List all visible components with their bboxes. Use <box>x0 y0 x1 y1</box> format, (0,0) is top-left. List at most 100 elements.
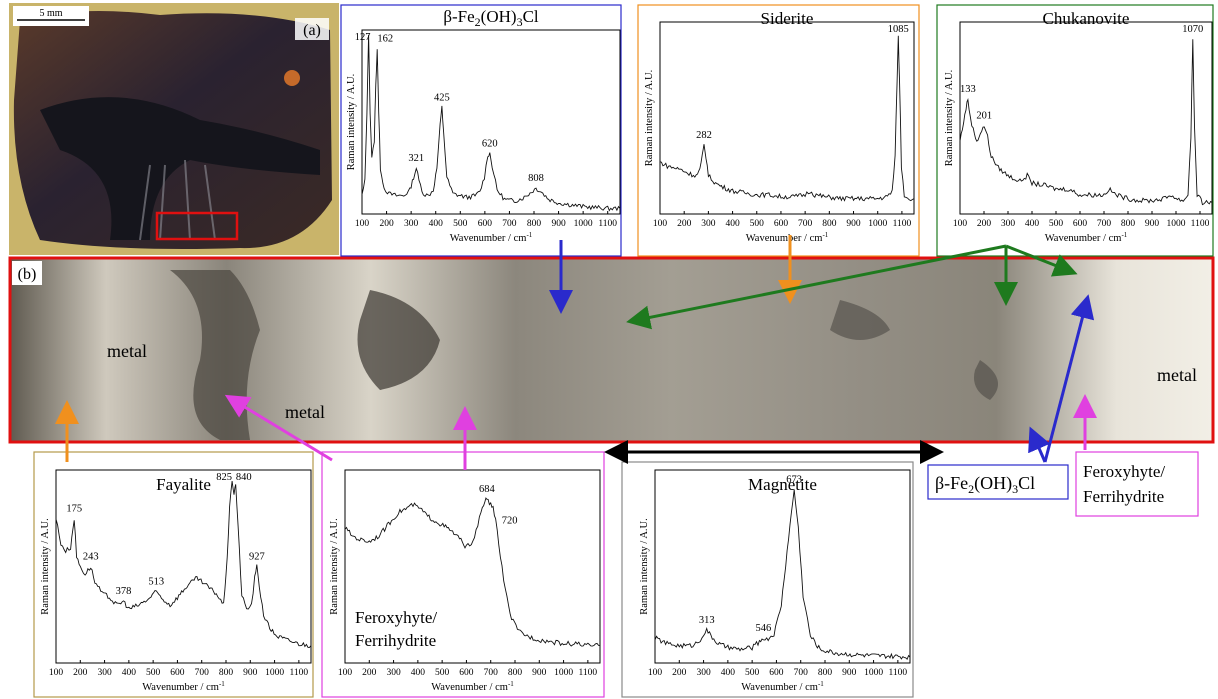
x-tick-label: 500 <box>750 219 765 229</box>
x-tick-label: 600 <box>774 219 789 229</box>
arrow-chukanovite-left <box>626 244 1007 330</box>
x-tick-label: 600 <box>459 668 474 678</box>
plot-area <box>959 21 1213 215</box>
micrograph-b: (b) metal metal metal <box>8 256 1215 444</box>
peak-label: 720 <box>502 515 518 526</box>
photo-a: 5 mm (a) <box>9 3 339 255</box>
x-tick-label: 1000 <box>574 219 593 229</box>
x-tick-label: 1000 <box>554 668 573 678</box>
peak-label: 243 <box>83 552 99 563</box>
x-tick-label: 500 <box>453 219 468 229</box>
x-tick-label: 700 <box>502 219 517 229</box>
panel-b-label: (b) <box>18 266 37 283</box>
plot-area <box>55 469 312 664</box>
peak-label: 282 <box>696 130 712 141</box>
x-tick-label: 200 <box>362 668 377 678</box>
spectrum-line <box>959 39 1213 206</box>
chart-feroxyhyte: 100 200 300 400 500 600 700 800 900 1000 1100 Waven… <box>321 451 605 698</box>
peak-label: 162 <box>377 33 393 44</box>
x-tick-label: 1000 <box>864 668 883 678</box>
arrow-fe2-callout-up <box>1043 294 1095 463</box>
callout-ferox-box <box>1075 451 1199 517</box>
callout-fe2-label: β-Fe2(OH)3Cl <box>935 473 1035 496</box>
x-tick-label: 800 <box>1121 219 1136 229</box>
x-tick-label: 500 <box>146 668 161 678</box>
x-tick-label: 900 <box>243 668 258 678</box>
x-tick-label: 200 <box>977 219 992 229</box>
x-axis-label: Wavenumber / cm-1 <box>431 680 514 693</box>
inner-label-line1: Feroxyhyte/ <box>355 608 437 627</box>
x-tick-label: 700 <box>484 668 499 678</box>
region-of-interest-box <box>155 211 239 241</box>
x-tick-label: 200 <box>672 668 687 678</box>
x-tick-label: 600 <box>769 668 784 678</box>
corrosion-zone-2 <box>357 290 440 390</box>
spectra-panels: 100 200 300 400 500 600 700 800 900 1000 1100 Waven… <box>33 4 1214 698</box>
rust-spot <box>284 70 300 86</box>
chart-frame <box>621 461 914 698</box>
y-axis-label: Raman intensity / A.U. <box>639 518 650 615</box>
metal-label-right: metal <box>1157 365 1197 385</box>
peak-label: 808 <box>528 173 544 184</box>
x-tick-label: 500 <box>1049 219 1064 229</box>
panel-b-label-box <box>12 261 42 285</box>
chart-frame <box>33 451 314 698</box>
x-tick-label: 400 <box>429 219 444 229</box>
x-tick-label: 400 <box>725 219 740 229</box>
x-tick-label: 200 <box>73 668 88 678</box>
x-tick-label: 1100 <box>598 219 617 229</box>
x-tick-label: 800 <box>818 668 833 678</box>
panel-a-label: (a) <box>303 22 321 39</box>
peak-label: 127 <box>355 32 371 43</box>
chart-chukanovite: 100 200 300 400 500 600 700 800 900 1000 1100 Waven… <box>936 4 1214 257</box>
peak-label: 313 <box>699 615 715 626</box>
x-tick-label: 1000 <box>1167 219 1186 229</box>
callout-ferox-line1: Feroxyhyte/ <box>1083 462 1165 481</box>
x-tick-label: 1100 <box>893 219 912 229</box>
x-tick-label: 300 <box>1001 219 1016 229</box>
x-axis-label: Wavenumber / cm-1 <box>450 231 533 244</box>
peak-label: 620 <box>482 138 498 149</box>
spectrum-line <box>55 481 312 648</box>
plot-area <box>654 469 911 664</box>
x-tick-label: 400 <box>411 668 426 678</box>
x-tick-label: 100 <box>653 219 668 229</box>
x-axis-label: Wavenumber / cm-1 <box>142 680 225 693</box>
chart-siderite: 100 200 300 400 500 600 700 800 900 1000 1100 Waven… <box>637 4 920 257</box>
peak-label: 378 <box>116 586 132 597</box>
peak-label: 513 <box>148 577 164 588</box>
callout-ferox: Feroxyhyte/ Ferrihydrite <box>1075 451 1199 517</box>
spectrum-line <box>659 35 915 202</box>
y-axis-label: Raman intensity / A.U. <box>644 70 655 167</box>
peak-label: 1070 <box>1182 24 1203 35</box>
chart-title: Chukanovite <box>1043 9 1130 28</box>
peak-label: 1085 <box>888 24 909 35</box>
x-tick-label: 100 <box>953 219 968 229</box>
x-tick-label: 500 <box>745 668 760 678</box>
x-tick-label: 400 <box>1025 219 1040 229</box>
x-tick-label: 700 <box>1097 219 1112 229</box>
x-tick-label: 100 <box>338 668 353 678</box>
y-axis-label: Raman intensity / A.U. <box>40 518 51 615</box>
x-tick-label: 900 <box>532 668 547 678</box>
x-tick-label: 800 <box>822 219 837 229</box>
callout-fe2-box <box>927 464 1069 500</box>
spectrum-line <box>344 497 601 647</box>
x-tick-label: 900 <box>846 219 861 229</box>
y-axis-label: Raman intensity / A.U. <box>329 518 340 615</box>
chart-fayalite: 100 200 300 400 500 600 700 800 900 1000 1100 Waven… <box>33 451 314 698</box>
chart-title: Magnetite <box>748 475 817 494</box>
metal-label-left: metal <box>107 341 147 361</box>
peak-label: 201 <box>976 111 992 122</box>
spectrum-line <box>361 34 621 212</box>
spectrum-line <box>654 489 911 660</box>
x-tick-label: 300 <box>97 668 112 678</box>
x-tick-label: 600 <box>1073 219 1088 229</box>
corrosion-zone-3 <box>830 300 890 340</box>
x-tick-label: 1000 <box>265 668 284 678</box>
x-tick-label: 100 <box>648 668 663 678</box>
x-tick-label: 300 <box>696 668 711 678</box>
x-axis-label: Wavenumber / cm-1 <box>746 231 829 244</box>
x-tick-label: 500 <box>435 668 450 678</box>
callout-ferox-line2: Ferrihydrite <box>1083 487 1164 506</box>
